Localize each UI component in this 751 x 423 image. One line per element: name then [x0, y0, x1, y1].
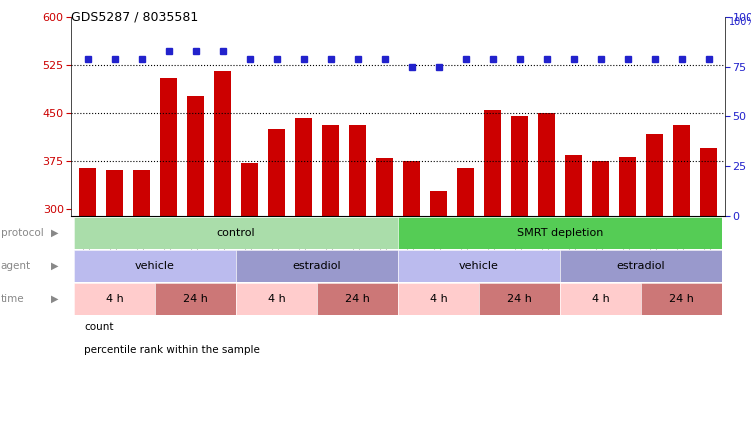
Bar: [403, 161, 420, 216]
Bar: [484, 110, 501, 216]
Bar: [593, 161, 608, 216]
Bar: [241, 163, 258, 216]
Text: 24 h: 24 h: [507, 294, 532, 304]
Bar: [430, 191, 447, 216]
Bar: [295, 118, 312, 216]
Text: 4 h: 4 h: [592, 294, 609, 304]
Bar: [215, 71, 231, 216]
Text: 4 h: 4 h: [267, 294, 285, 304]
Bar: [701, 148, 716, 216]
Text: 24 h: 24 h: [345, 294, 370, 304]
Text: percentile rank within the sample: percentile rank within the sample: [84, 346, 260, 355]
Bar: [647, 134, 662, 216]
Text: ▶: ▶: [51, 261, 59, 271]
Text: control: control: [217, 228, 255, 238]
Text: 100%: 100%: [728, 17, 751, 27]
Text: protocol: protocol: [1, 228, 44, 238]
Text: vehicle: vehicle: [459, 261, 499, 271]
Bar: [322, 125, 339, 216]
Bar: [376, 158, 393, 216]
Text: estradiol: estradiol: [617, 261, 665, 271]
Bar: [80, 168, 95, 216]
Text: count: count: [84, 322, 113, 332]
Text: ▶: ▶: [51, 294, 59, 304]
Bar: [268, 129, 285, 216]
Bar: [107, 170, 122, 216]
Text: agent: agent: [1, 261, 31, 271]
Text: 24 h: 24 h: [183, 294, 208, 304]
Bar: [538, 113, 555, 216]
Text: 4 h: 4 h: [106, 294, 123, 304]
Text: estradiol: estradiol: [293, 261, 342, 271]
Bar: [349, 125, 366, 216]
Text: 24 h: 24 h: [669, 294, 694, 304]
Text: vehicle: vehicle: [135, 261, 175, 271]
Text: GDS5287 / 8035581: GDS5287 / 8035581: [71, 11, 198, 24]
Text: ▶: ▶: [51, 228, 59, 238]
Bar: [188, 96, 204, 216]
Text: time: time: [1, 294, 24, 304]
Bar: [674, 125, 689, 216]
Text: SMRT depletion: SMRT depletion: [517, 228, 603, 238]
Bar: [134, 170, 149, 216]
Bar: [457, 168, 474, 216]
Bar: [511, 116, 528, 216]
Text: 4 h: 4 h: [430, 294, 448, 304]
Bar: [566, 155, 581, 216]
Bar: [161, 78, 176, 216]
Bar: [620, 157, 635, 216]
